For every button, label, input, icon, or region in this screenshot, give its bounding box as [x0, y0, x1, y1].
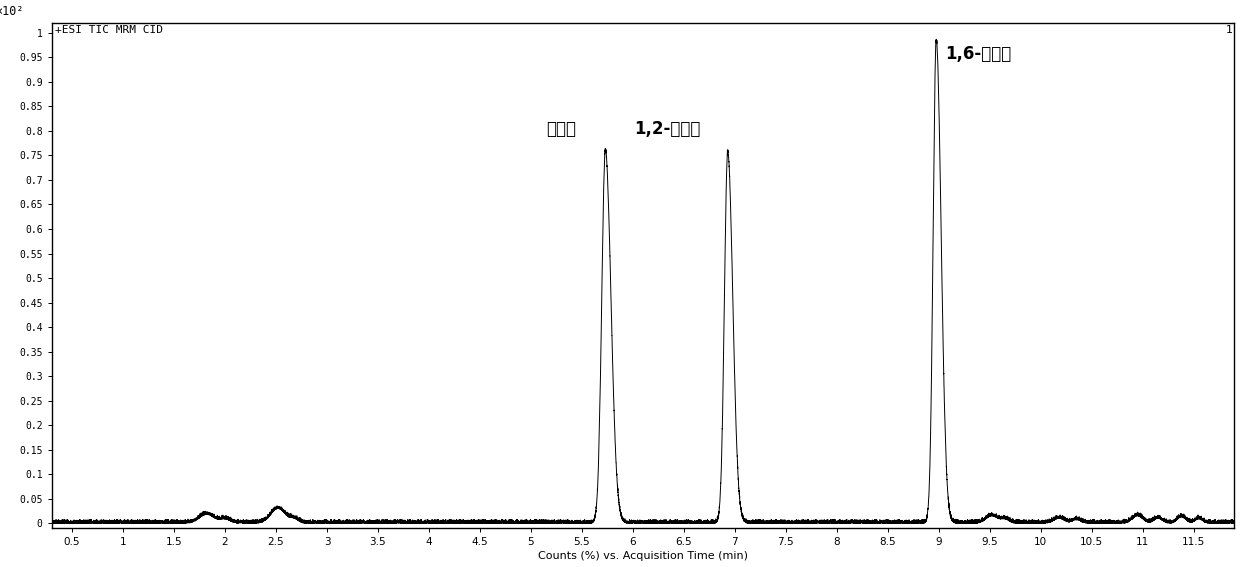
Text: +ESI TIC MRM CID: +ESI TIC MRM CID — [56, 26, 164, 36]
Text: ×10²: ×10² — [0, 5, 24, 18]
Text: 1,2-丙二胺: 1,2-丙二胺 — [634, 120, 701, 138]
Text: 乙二胺: 乙二胺 — [546, 120, 575, 138]
X-axis label: Counts (%) vs. Acquisition Time (min): Counts (%) vs. Acquisition Time (min) — [538, 552, 748, 561]
Text: 1,6-己二胺: 1,6-己二胺 — [945, 45, 1011, 63]
Text: 1: 1 — [1226, 26, 1234, 36]
